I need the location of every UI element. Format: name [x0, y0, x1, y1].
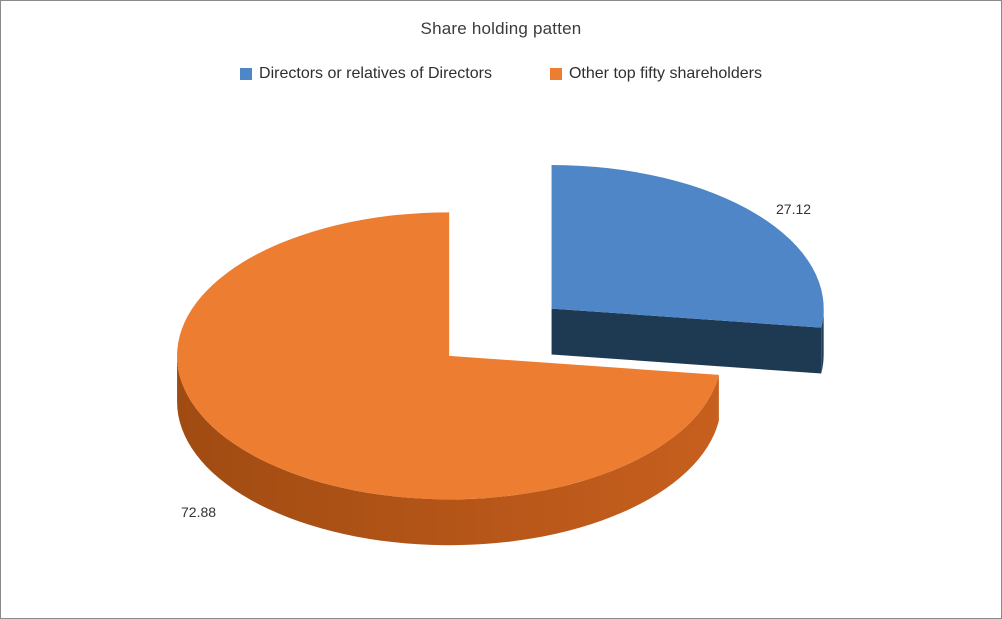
- legend: Directors or relatives of Directors Othe…: [1, 65, 1001, 83]
- legend-swatch-orange: [549, 68, 562, 80]
- pie-slice-other-top: [177, 212, 719, 500]
- legend-item-others: Other top fifty shareholders: [549, 65, 762, 83]
- pie-rim-directors-or: [821, 308, 824, 374]
- legend-item-directors: Directors or relatives of Directors: [240, 65, 492, 83]
- pie-slice-directors-or: [551, 165, 824, 328]
- chart-title: Share holding patten: [420, 19, 582, 38]
- pie-rim-other-top: [177, 355, 719, 546]
- data-label-others: 72.88: [181, 504, 217, 520]
- data-label-directors: 27.12: [776, 201, 812, 217]
- legend-label-others: Other top fifty shareholders: [568, 65, 762, 82]
- legend-swatch-blue: [240, 68, 253, 80]
- pie-cutface-directors-or: [551, 308, 822, 374]
- legend-label-directors: Directors or relatives of Directors: [259, 65, 492, 82]
